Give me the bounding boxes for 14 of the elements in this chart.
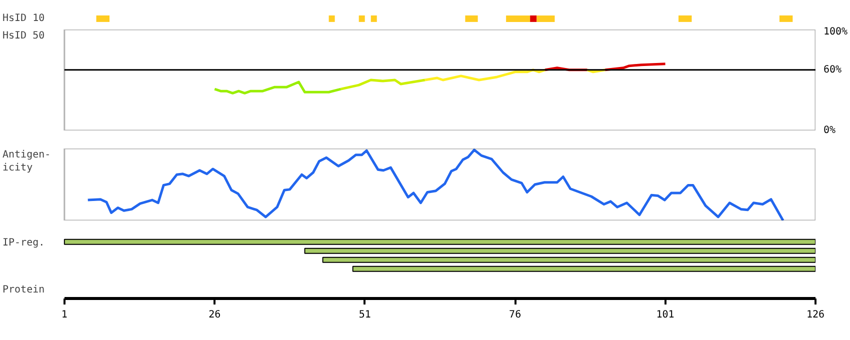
y-tick-label: 100% — [824, 26, 848, 38]
x-tick-label: 1 — [61, 310, 68, 320]
category-label: HsID 10 — [2, 13, 45, 24]
x-tick-label: 26 — [208, 310, 221, 320]
x-axis-title: Protein — [2, 284, 45, 296]
y-tick-label: 0% — [824, 125, 836, 136]
x-tick-label: 76 — [509, 310, 522, 320]
y-axis-title: IP-reg. — [2, 238, 45, 248]
x-tick-label: 126 — [806, 310, 825, 320]
y-tick-label: 60% — [824, 64, 842, 76]
x-tick-label: 51 — [358, 310, 371, 320]
y-axis-title: HsID 50 — [2, 30, 45, 42]
y-axis-title: Antigen- icity — [2, 150, 51, 174]
x-tick-label: 101 — [656, 310, 674, 320]
